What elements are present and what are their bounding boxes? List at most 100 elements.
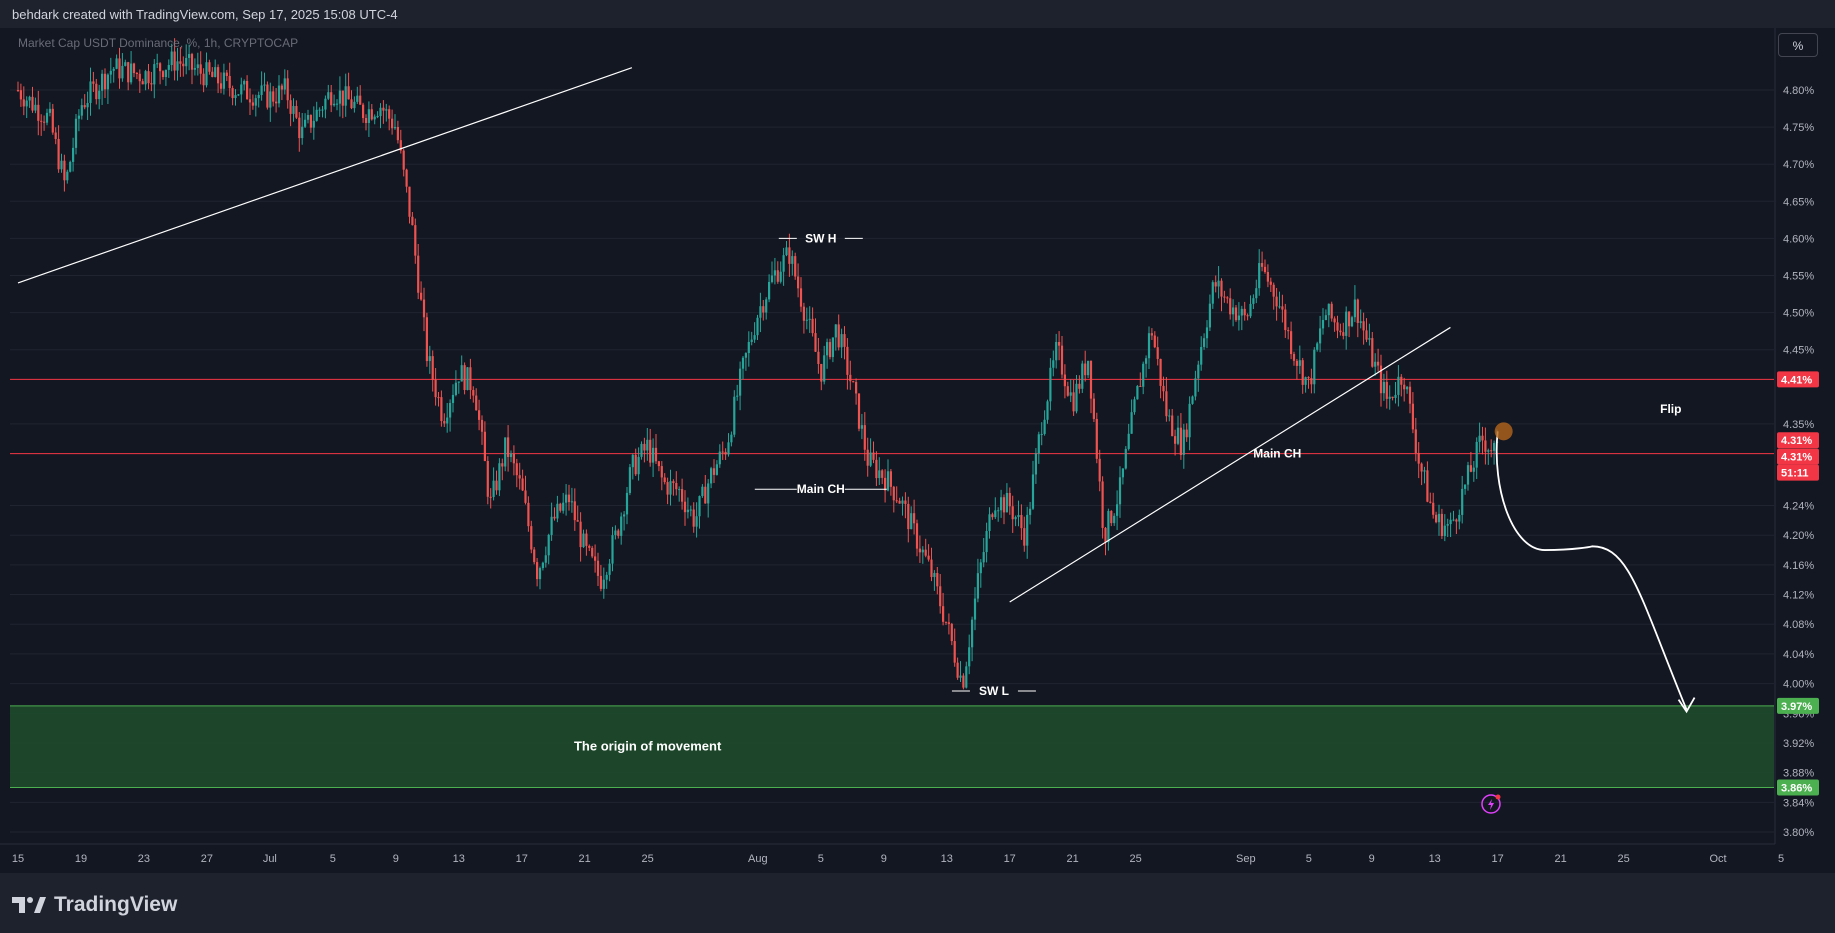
tradingview-logo-icon [12, 895, 46, 915]
candle-body [814, 333, 816, 352]
price-tick-label: 3.88% [1783, 768, 1814, 780]
candle-body [1244, 309, 1246, 315]
annotation-label[interactable]: SW H [805, 231, 836, 245]
candle-body [974, 599, 976, 620]
price-tick-label: 4.20% [1783, 530, 1814, 542]
candle-body [1215, 282, 1217, 286]
current-price-marker[interactable] [1495, 422, 1513, 440]
candle-body [205, 62, 207, 85]
price-tick-label: 3.84% [1783, 797, 1814, 809]
candle-body [391, 119, 393, 129]
candle-body [1017, 515, 1019, 517]
candle-body [217, 67, 219, 83]
candle-body [1316, 343, 1318, 349]
candle-body [324, 99, 326, 110]
candle-body [872, 453, 874, 460]
price-tick-label: 4.08% [1783, 619, 1814, 631]
percent-scale-button[interactable]: % [1778, 33, 1818, 57]
candle-body [298, 118, 300, 138]
candle-body [901, 501, 903, 504]
candle-body [1113, 516, 1115, 523]
candle-body [1418, 453, 1420, 464]
candle-body [678, 489, 680, 490]
candle-body [1363, 321, 1365, 330]
candle-body [516, 463, 518, 475]
candle-body [629, 467, 631, 493]
candle-body [440, 397, 442, 421]
candle-body [63, 161, 65, 181]
candle-body [1081, 364, 1083, 389]
symbol-legend[interactable]: Market Cap USDT Dominance, %, 1h, CRYPTO… [18, 36, 298, 50]
candle-body [1432, 503, 1434, 515]
candle-body [733, 397, 735, 435]
candle-body [313, 121, 315, 128]
candle-body [368, 109, 370, 123]
candle-body [168, 65, 170, 70]
candle-body [185, 58, 187, 66]
last-price-tag[interactable]: 4.31% [1777, 449, 1819, 465]
countdown-tag[interactable]: 51:11 [1777, 465, 1819, 481]
candle-body [443, 421, 445, 423]
time-tick-label: 5 [1778, 853, 1784, 865]
price-tick-label: 4.60% [1783, 233, 1814, 245]
candle-body [603, 580, 605, 589]
candle-body [762, 306, 764, 312]
candle-body [1249, 304, 1251, 316]
tradingview-logo[interactable]: TradingView [12, 893, 177, 917]
candle-body [150, 83, 152, 84]
chart-pane[interactable]: SW H SW L Main CH Main CH Flip The origin of … [0, 28, 1835, 873]
support-bottom-price-tag[interactable]: 3.86% [1777, 779, 1819, 795]
annotation-label[interactable]: Main CH [1253, 447, 1301, 461]
candle-body [226, 73, 228, 76]
resistance-price-tag[interactable]: 4.41% [1777, 371, 1819, 387]
price-chart[interactable]: SW H SW L Main CH Main CH Flip The origin of … [0, 28, 1835, 873]
candle-body [1461, 489, 1463, 515]
candle-body [800, 288, 802, 306]
support-zone[interactable] [10, 706, 1774, 788]
candle-body [208, 62, 210, 72]
candle-body [501, 463, 503, 466]
candle-body [46, 113, 48, 123]
candle-body [1218, 281, 1220, 287]
candle-body [1125, 449, 1127, 469]
candle-body [664, 477, 666, 482]
candle-body [991, 514, 993, 517]
candle-body [246, 81, 248, 99]
candle-body [333, 104, 335, 105]
candle-body [1183, 430, 1185, 455]
price-tick-label: 4.50% [1783, 308, 1814, 320]
candle-body [229, 76, 231, 88]
candle-body [452, 395, 454, 403]
annotation-label[interactable]: The origin of movement [574, 739, 722, 754]
annotation-label[interactable]: Flip [1660, 402, 1681, 416]
candle-body [272, 91, 274, 101]
candle-body [1235, 307, 1237, 320]
candle-body [739, 369, 741, 396]
candle-body [461, 365, 463, 381]
candle-body [997, 510, 999, 511]
candle-body [1313, 350, 1315, 385]
candle-body [768, 282, 770, 299]
candle-body [1412, 404, 1414, 430]
candle-body [107, 75, 109, 90]
candle-body [403, 151, 405, 170]
time-tick-label: 15 [12, 853, 24, 865]
candle-body [713, 468, 715, 475]
candle-body [1220, 281, 1222, 297]
candle-body [176, 61, 178, 70]
candle-body [84, 105, 86, 107]
candle-body [1386, 382, 1388, 399]
candle-body [1197, 365, 1199, 379]
candle-body [1073, 392, 1075, 411]
candle-body [1075, 384, 1077, 412]
annotation-label[interactable]: SW L [979, 684, 1009, 698]
notification-dot [1496, 795, 1501, 800]
support-top-price-tag[interactable]: 3.97% [1777, 698, 1819, 714]
level-price-tag[interactable]: 4.31% [1777, 432, 1819, 448]
candle-body [1368, 338, 1370, 340]
candle-body [693, 510, 695, 527]
candle-body [159, 63, 161, 71]
candle-body [1032, 474, 1034, 508]
price-tag-label: 4.31% [1781, 435, 1812, 447]
annotation-label[interactable]: Main CH [797, 482, 845, 496]
